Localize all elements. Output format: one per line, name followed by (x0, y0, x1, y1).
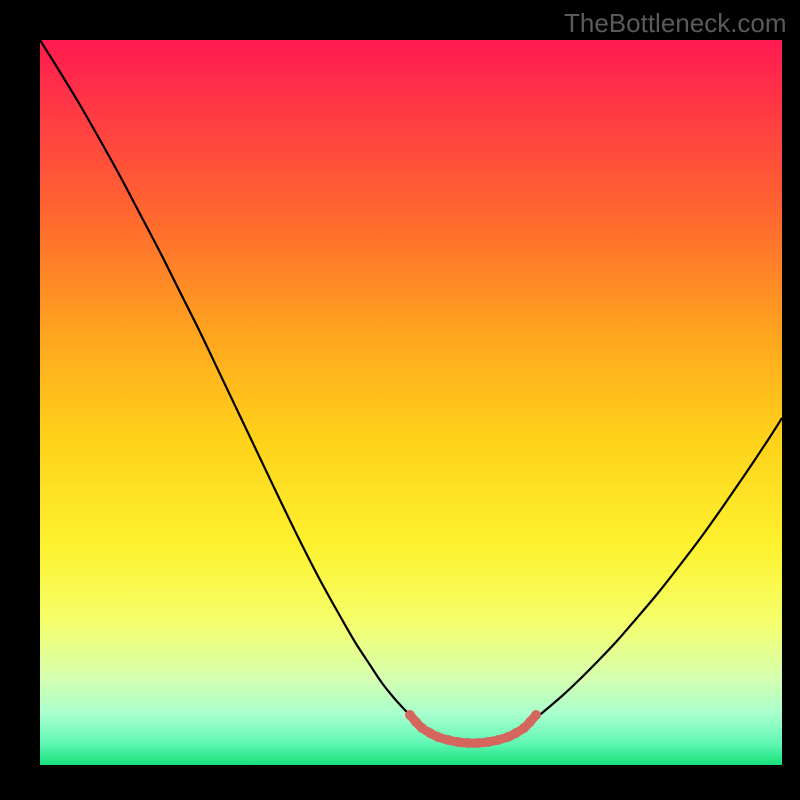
chart-frame: TheBottleneck.com (0, 0, 800, 800)
watermark-text: TheBottleneck.com (564, 8, 787, 39)
bottleneck-curve (40, 40, 782, 765)
plot-area (40, 40, 782, 765)
